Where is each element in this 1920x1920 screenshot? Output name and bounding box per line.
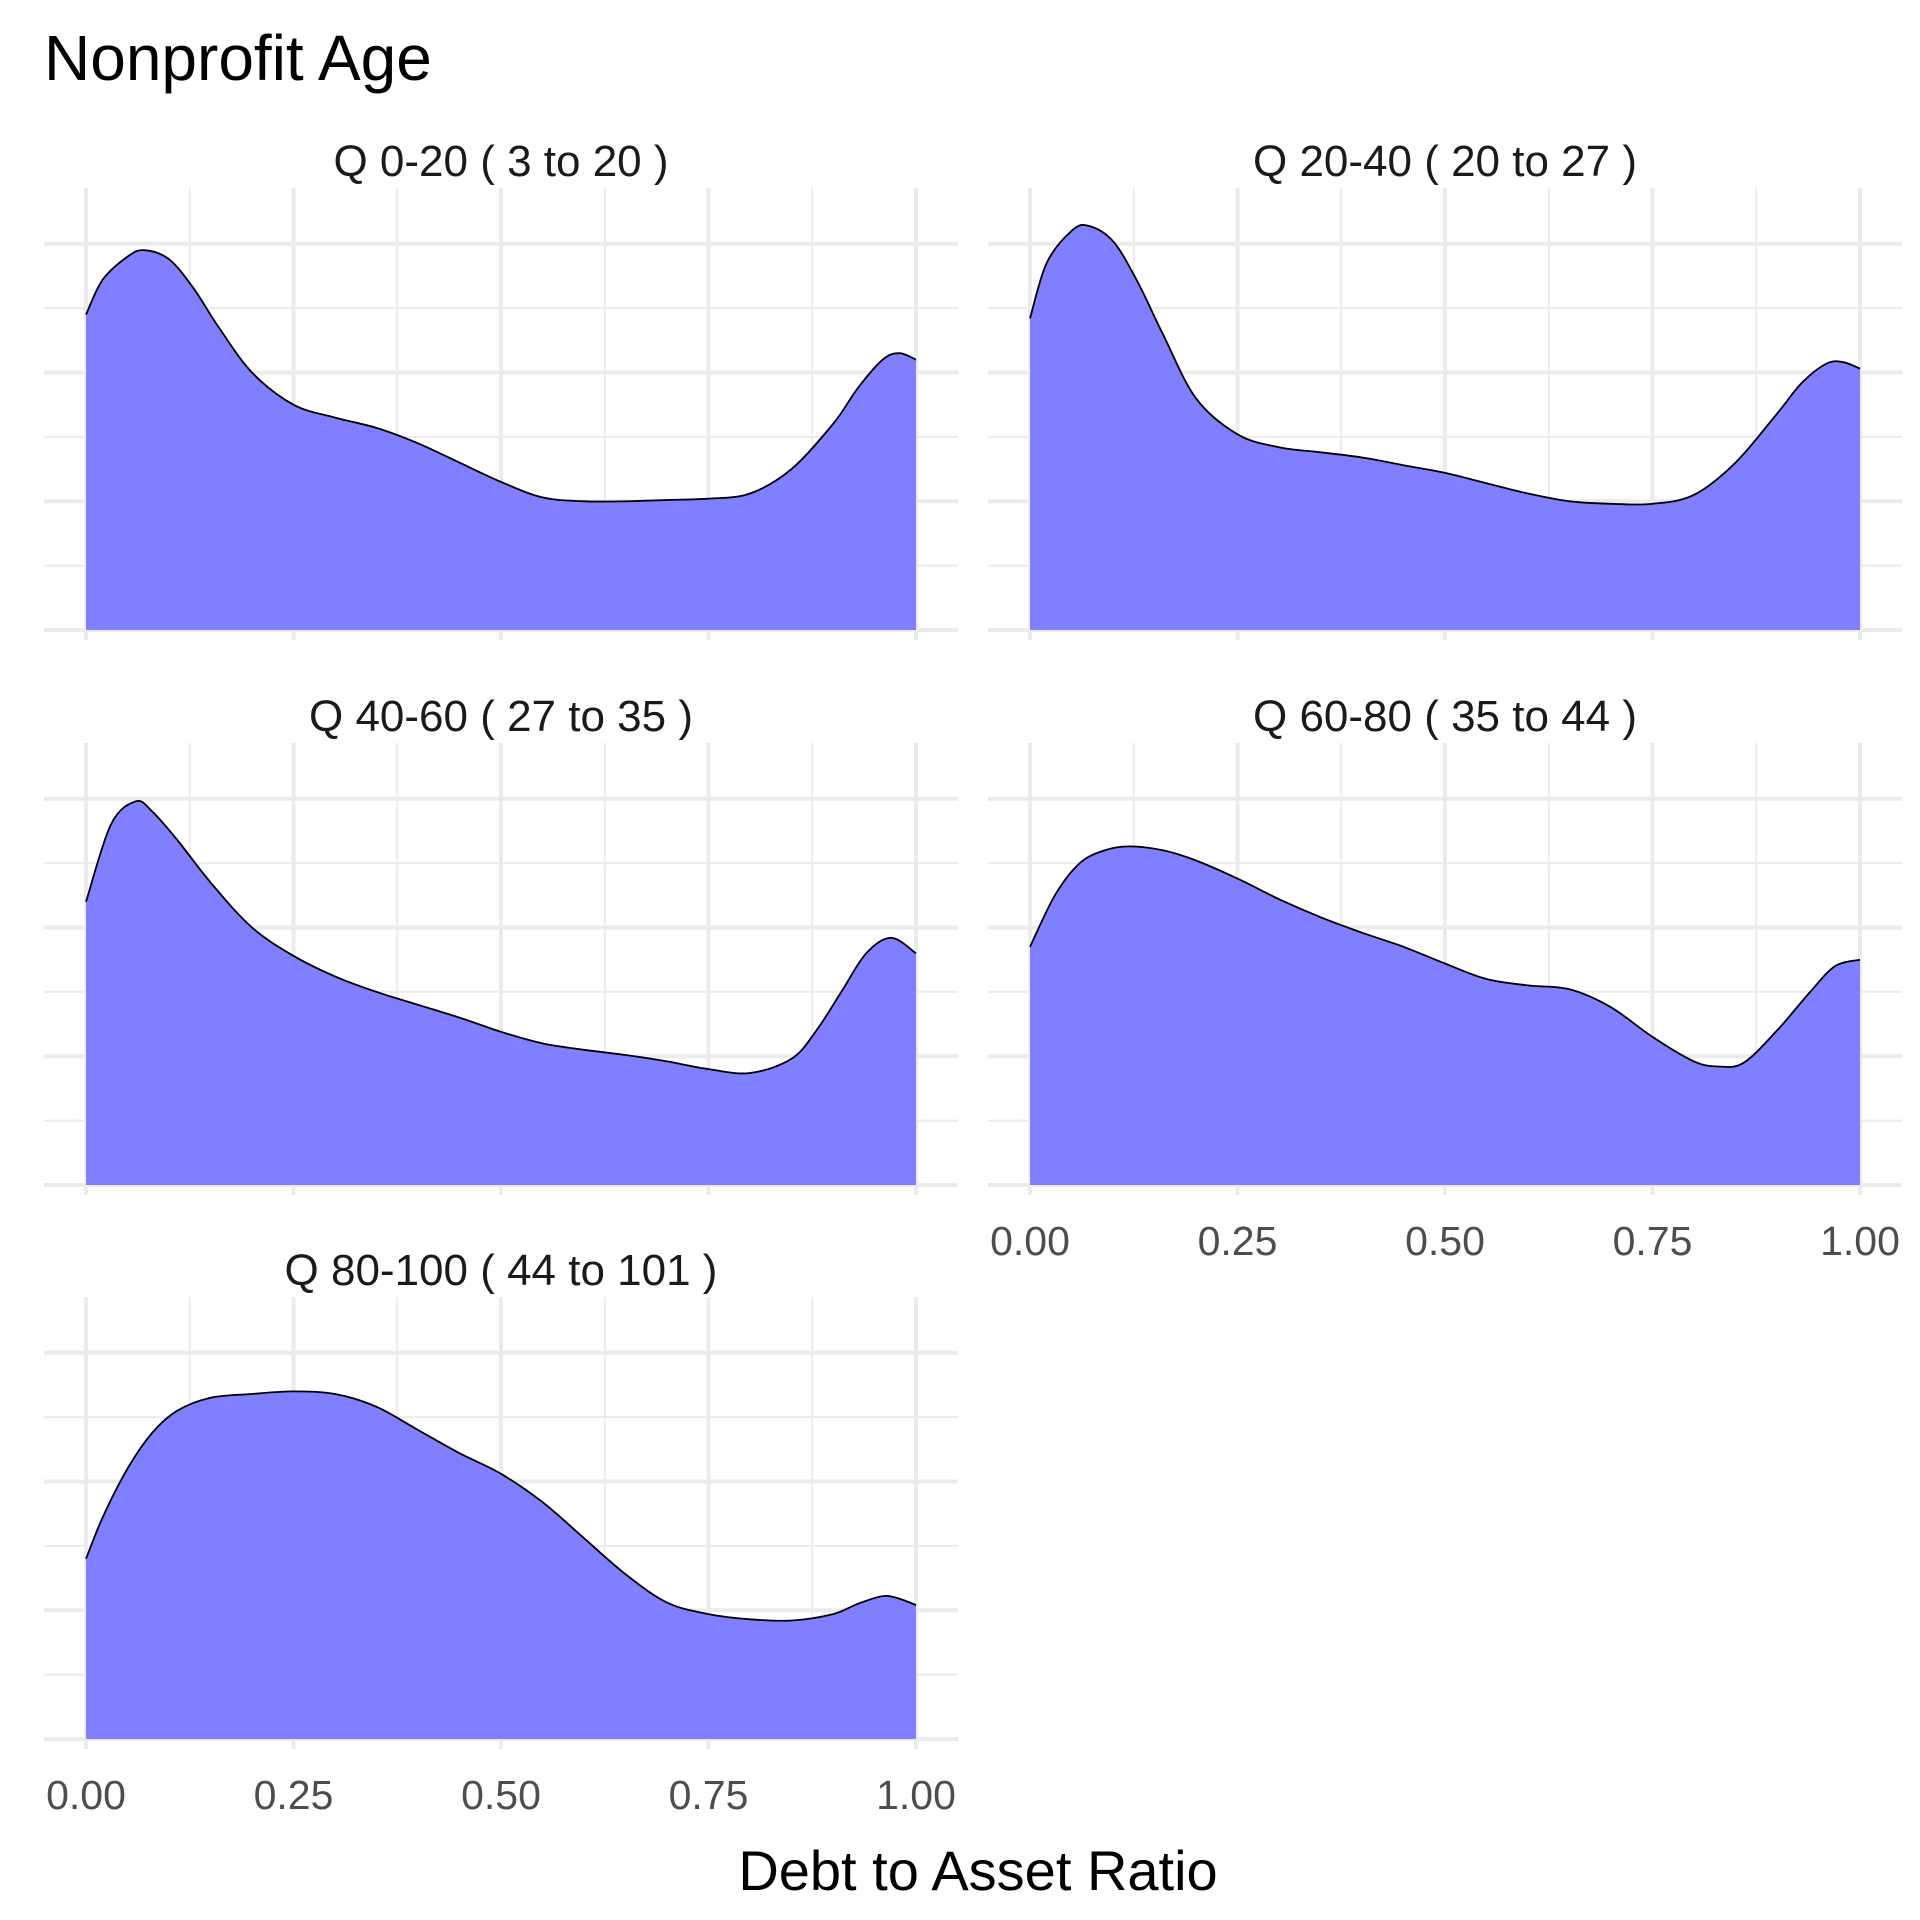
x-tick-label: 0.00: [46, 1772, 126, 1818]
x-tick-label: 0.50: [1405, 1218, 1485, 1264]
facet-strip-label: Q 80-100 ( 44 to 101 ): [285, 1246, 718, 1295]
x-tick-label: 0.25: [254, 1772, 334, 1818]
chart-title: Nonprofit Age: [44, 22, 432, 94]
x-tick-label: 0.50: [461, 1772, 541, 1818]
x-tick-label: 0.75: [669, 1772, 749, 1818]
facet-strip-label: Q 20-40 ( 20 to 27 ): [1253, 137, 1637, 186]
x-axis-title: Debt to Asset Ratio: [738, 1839, 1217, 1902]
x-tick-label: 0.75: [1613, 1218, 1693, 1264]
facet-strip-label: Q 40-60 ( 27 to 35 ): [309, 692, 693, 741]
facet-strip-label: Q 0-20 ( 3 to 20 ): [333, 137, 668, 186]
x-tick-label: 0.25: [1198, 1218, 1278, 1264]
x-tick-label: 1.00: [876, 1772, 956, 1818]
facet-strip-label: Q 60-80 ( 35 to 44 ): [1253, 692, 1637, 741]
x-tick-label: 1.00: [1820, 1218, 1900, 1264]
x-tick-label: 0.00: [990, 1218, 1070, 1264]
